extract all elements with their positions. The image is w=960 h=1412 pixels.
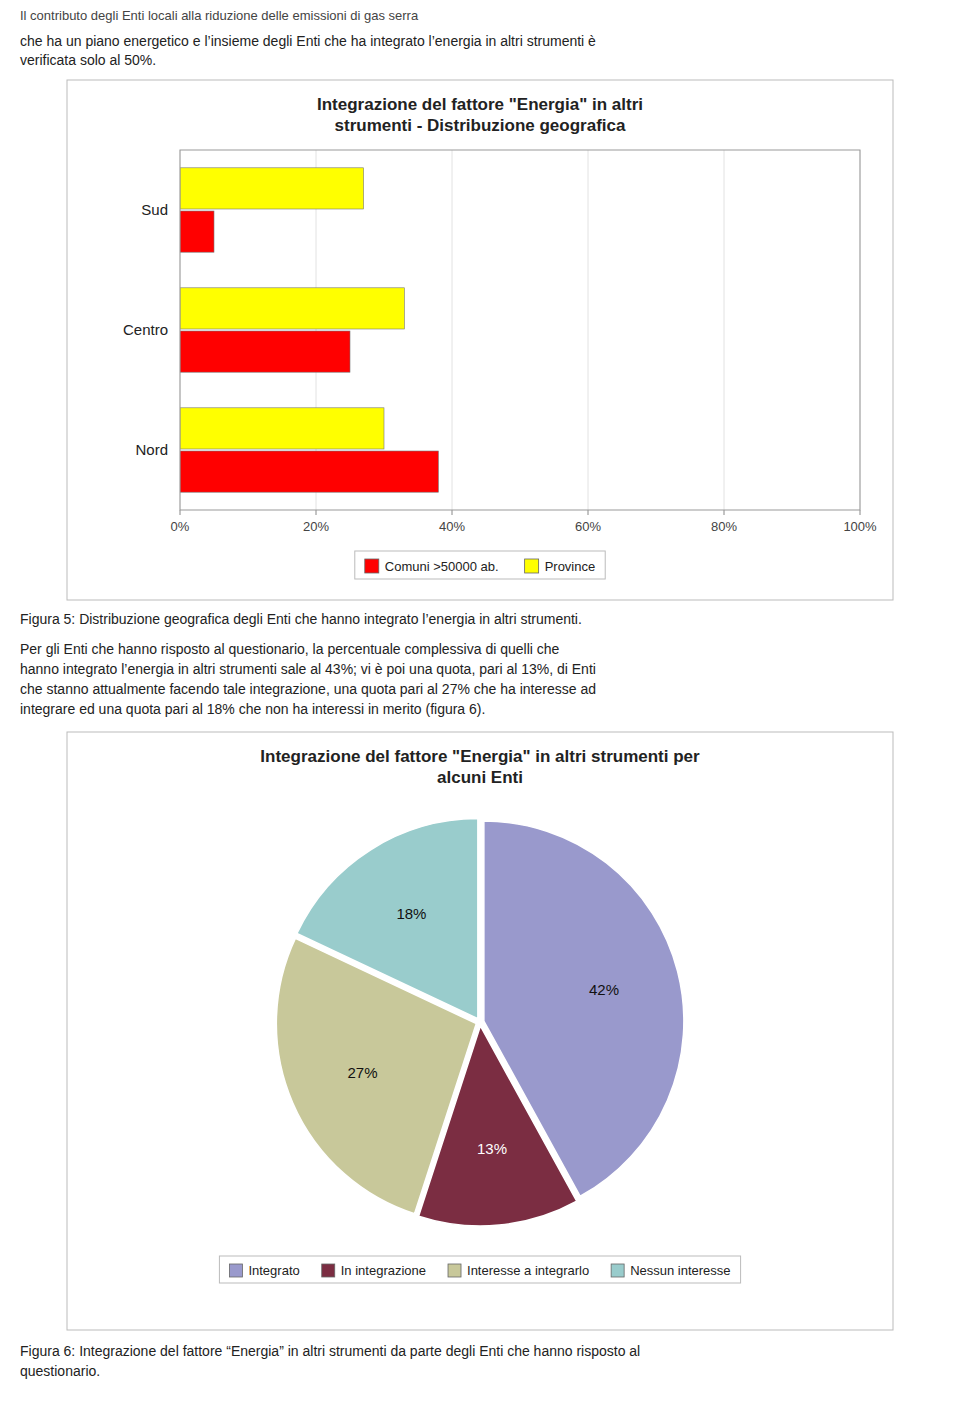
legend-label: Interesse a integrarlo — [467, 1263, 589, 1278]
chart-title: Integrazione del fattore "Energia" in al… — [317, 95, 643, 135]
bars — [180, 168, 438, 492]
tick-mark — [452, 510, 453, 515]
chart-box — [67, 732, 893, 1330]
figure-caption: Figura 6: Integrazione del fattore “Ener… — [20, 1343, 640, 1359]
legend-label: Comuni >50000 ab. — [385, 559, 499, 574]
legend-swatch — [229, 1264, 242, 1277]
body-text: integrare ed una quota pari al 18% che n… — [20, 701, 485, 717]
grid: 0% 20% 40% 60% 80% 100% — [171, 150, 877, 534]
legend-swatch — [322, 1264, 335, 1277]
legend-item: Nessun interesse — [611, 1263, 730, 1278]
legend-item: In integrazione — [322, 1263, 426, 1278]
intro-text: verificata solo al 50%. — [20, 52, 156, 68]
plot-frame — [180, 150, 860, 510]
chart-2: Integrazione del fattore "Energia" in al… — [67, 732, 893, 1330]
data-label: 27% — [348, 1064, 378, 1081]
legend-label: Province — [545, 559, 596, 574]
legend-label: Integrato — [248, 1263, 299, 1278]
tick-mark — [316, 510, 317, 515]
category-label: Nord — [135, 441, 168, 458]
figure-caption: questionario. — [20, 1363, 100, 1379]
tick-label: 60% — [575, 519, 601, 534]
figure-caption: Figura 5: Distribuzione geografica degli… — [20, 611, 582, 627]
bar — [180, 168, 364, 209]
tick-label: 0% — [171, 519, 190, 534]
chart-1: Integrazione del fattore "Energia" in al… — [67, 80, 893, 600]
legend-swatch — [365, 559, 379, 573]
data-label: 18% — [396, 905, 426, 922]
body-text: hanno integrato l’energia in altri strum… — [20, 661, 596, 677]
bar — [180, 211, 214, 252]
legend-swatch — [448, 1264, 461, 1277]
chart-box — [67, 80, 893, 600]
legend-item: Interesse a integrarlo — [448, 1263, 589, 1278]
legend-frame — [355, 551, 605, 579]
tick-mark — [860, 510, 861, 515]
chart-title-line: strumenti - Distribuzione geografica — [335, 116, 626, 135]
chart-title-line: Integrazione del fattore "Energia" in al… — [260, 747, 700, 766]
page-background — [0, 0, 960, 1412]
legend: Integrato In integrazione Interesse a inte… — [219, 1256, 740, 1283]
legend-label: In integrazione — [341, 1263, 426, 1278]
legend-item: Integrato — [229, 1263, 299, 1278]
bar — [180, 408, 384, 449]
tick-mark — [180, 510, 181, 515]
grid-line — [452, 150, 453, 510]
category-label: Centro — [123, 321, 168, 338]
data-label: 42% — [589, 981, 619, 998]
legend-swatch — [525, 559, 539, 573]
grid-line — [724, 150, 725, 510]
legend: Comuni >50000 ab. Province — [355, 551, 605, 579]
legend-item: Comuni >50000 ab. — [365, 559, 499, 574]
tick-label: 20% — [303, 519, 329, 534]
body-text: che stanno attualmente facendo tale inte… — [20, 681, 596, 697]
legend-item: Province — [525, 559, 596, 574]
tick-label: 80% — [711, 519, 737, 534]
page: Il contributo degli Enti locali alla rid… — [0, 0, 960, 1412]
chart-title-line: alcuni Enti — [437, 768, 523, 787]
slices — [276, 819, 684, 1226]
tick-label: 100% — [843, 519, 877, 534]
bar — [180, 451, 438, 492]
tick-mark — [588, 510, 589, 515]
intro-text: che ha un piano energetico e l’insieme d… — [20, 33, 596, 49]
legend-frame — [219, 1256, 740, 1283]
bar — [180, 288, 404, 329]
chart-title: Integrazione del fattore "Energia" in al… — [260, 747, 700, 787]
bar — [180, 331, 350, 372]
grid-line — [588, 150, 589, 510]
data-label: 13% — [477, 1140, 507, 1157]
chart-title-line: Integrazione del fattore "Energia" in al… — [317, 95, 643, 114]
category-label: Sud — [141, 201, 168, 218]
pie-slice — [297, 819, 478, 1019]
legend-label: Nessun interesse — [630, 1263, 730, 1278]
body-text: Per gli Enti che hanno risposto al quest… — [20, 641, 560, 657]
tick-label: 40% — [439, 519, 465, 534]
data-labels: 42% 13% 27% 18% — [348, 905, 619, 1158]
tick-mark — [724, 510, 725, 515]
legend-swatch — [611, 1264, 624, 1277]
page-title: Il contributo degli Enti locali alla rid… — [20, 8, 419, 23]
